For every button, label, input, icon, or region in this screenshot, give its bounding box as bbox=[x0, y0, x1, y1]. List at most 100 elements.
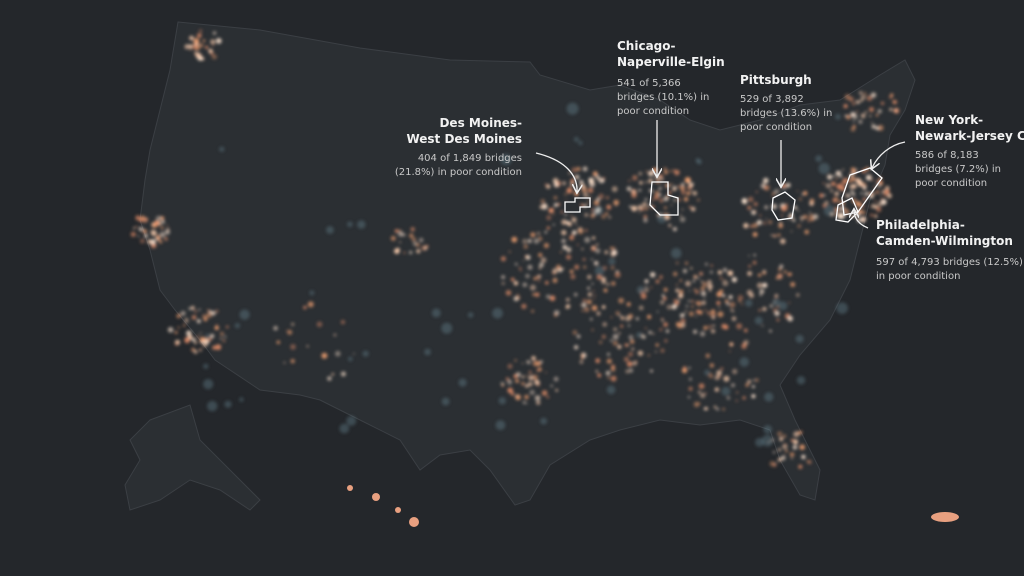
glow-dot bbox=[574, 191, 579, 197]
glow-dot bbox=[684, 310, 687, 313]
glow-dot bbox=[327, 376, 332, 381]
glow-dot bbox=[625, 369, 630, 374]
glow-dot bbox=[769, 304, 773, 308]
glow-dot bbox=[614, 271, 621, 278]
glow-dot bbox=[889, 95, 893, 99]
glow-dot bbox=[827, 174, 833, 180]
glow-dot bbox=[536, 368, 540, 372]
glow-dot bbox=[819, 193, 824, 198]
glow-dot bbox=[398, 231, 404, 237]
glow-dot bbox=[782, 205, 788, 211]
glow-dot bbox=[513, 296, 519, 302]
glow-dot bbox=[762, 282, 768, 288]
road-glow bbox=[795, 334, 804, 343]
glow-dot bbox=[645, 170, 648, 173]
glow-dot bbox=[596, 274, 603, 280]
glow-dot bbox=[889, 107, 893, 112]
glow-dot bbox=[707, 324, 713, 330]
glow-dot bbox=[539, 205, 544, 209]
glow-dot bbox=[692, 279, 696, 283]
glow-dot bbox=[544, 183, 548, 187]
glow-dot bbox=[416, 249, 421, 254]
glow-dot bbox=[546, 226, 550, 230]
glow-dot bbox=[307, 301, 314, 308]
glow-dot bbox=[697, 277, 700, 280]
glow-dot bbox=[769, 329, 772, 333]
glow-dot bbox=[513, 281, 519, 286]
glow-dot bbox=[845, 194, 848, 197]
glow-dot bbox=[744, 328, 748, 333]
glow-dot bbox=[790, 214, 792, 216]
glow-dot bbox=[554, 313, 558, 317]
glow-dot bbox=[157, 234, 161, 238]
glow-dot bbox=[166, 224, 169, 227]
glow-dot bbox=[584, 236, 591, 243]
glow-dot bbox=[620, 315, 625, 321]
glow-dot bbox=[540, 257, 547, 263]
glow-dot bbox=[691, 299, 694, 303]
glow-dot bbox=[607, 376, 610, 379]
glow-dot bbox=[756, 219, 763, 226]
glow-dot bbox=[855, 100, 860, 104]
glow-dot bbox=[216, 324, 218, 326]
road-glow bbox=[578, 140, 583, 146]
glow-dot bbox=[783, 270, 787, 274]
glow-dot bbox=[540, 199, 546, 204]
road-glow bbox=[431, 308, 441, 318]
glow-dot bbox=[561, 229, 567, 236]
glow-dot bbox=[678, 293, 684, 299]
glow-dot bbox=[514, 359, 517, 362]
glow-dot bbox=[790, 438, 794, 442]
glow-dot bbox=[729, 301, 736, 308]
glow-dot bbox=[193, 38, 200, 44]
glow-dot bbox=[800, 216, 804, 220]
glow-dot bbox=[187, 44, 189, 46]
glow-dot bbox=[664, 206, 667, 210]
glow-dot bbox=[829, 188, 834, 193]
glow-dot bbox=[150, 239, 156, 245]
glow-dot bbox=[571, 167, 578, 173]
glow-dot bbox=[601, 334, 606, 339]
glow-dot bbox=[700, 392, 706, 398]
glow-dot bbox=[538, 267, 542, 270]
glow-dot bbox=[507, 379, 513, 385]
glow-dot bbox=[539, 237, 543, 242]
glow-dot bbox=[730, 308, 734, 312]
glow-dot bbox=[808, 213, 815, 220]
glow-dot bbox=[778, 223, 784, 229]
glow-dot bbox=[778, 267, 782, 271]
glow-dot bbox=[514, 262, 518, 266]
glow-dot bbox=[754, 210, 757, 213]
glow-dot bbox=[862, 197, 867, 202]
glow-dot bbox=[321, 352, 328, 359]
glow-dot bbox=[697, 390, 701, 394]
glow-dot bbox=[763, 177, 769, 184]
glow-dot bbox=[353, 352, 355, 355]
glow-dot bbox=[665, 329, 670, 333]
glow-dot bbox=[521, 381, 525, 386]
glow-dot bbox=[783, 454, 786, 457]
glow-dot bbox=[184, 337, 190, 344]
glow-dot bbox=[852, 120, 855, 123]
glow-dot bbox=[581, 357, 584, 360]
glow-dot bbox=[613, 199, 619, 206]
glow-dot bbox=[513, 374, 518, 379]
glow-dot bbox=[655, 350, 657, 353]
glow-dot bbox=[601, 214, 606, 220]
glow-dot bbox=[180, 310, 186, 316]
glow-dot bbox=[501, 281, 505, 285]
glow-dot bbox=[574, 264, 580, 270]
glow-dot bbox=[209, 333, 215, 339]
glow-dot bbox=[196, 33, 202, 38]
glow-dot bbox=[403, 251, 406, 254]
glow-dot bbox=[198, 308, 201, 311]
glow-dot bbox=[276, 340, 280, 344]
glow-dot bbox=[668, 190, 672, 194]
glow-dot bbox=[860, 113, 866, 119]
glow-dot bbox=[579, 304, 582, 306]
glow-dot bbox=[644, 206, 649, 211]
glow-dot bbox=[843, 104, 848, 109]
glow-dot bbox=[701, 291, 706, 297]
glow-dot bbox=[689, 377, 692, 381]
glow-dot bbox=[522, 282, 528, 288]
